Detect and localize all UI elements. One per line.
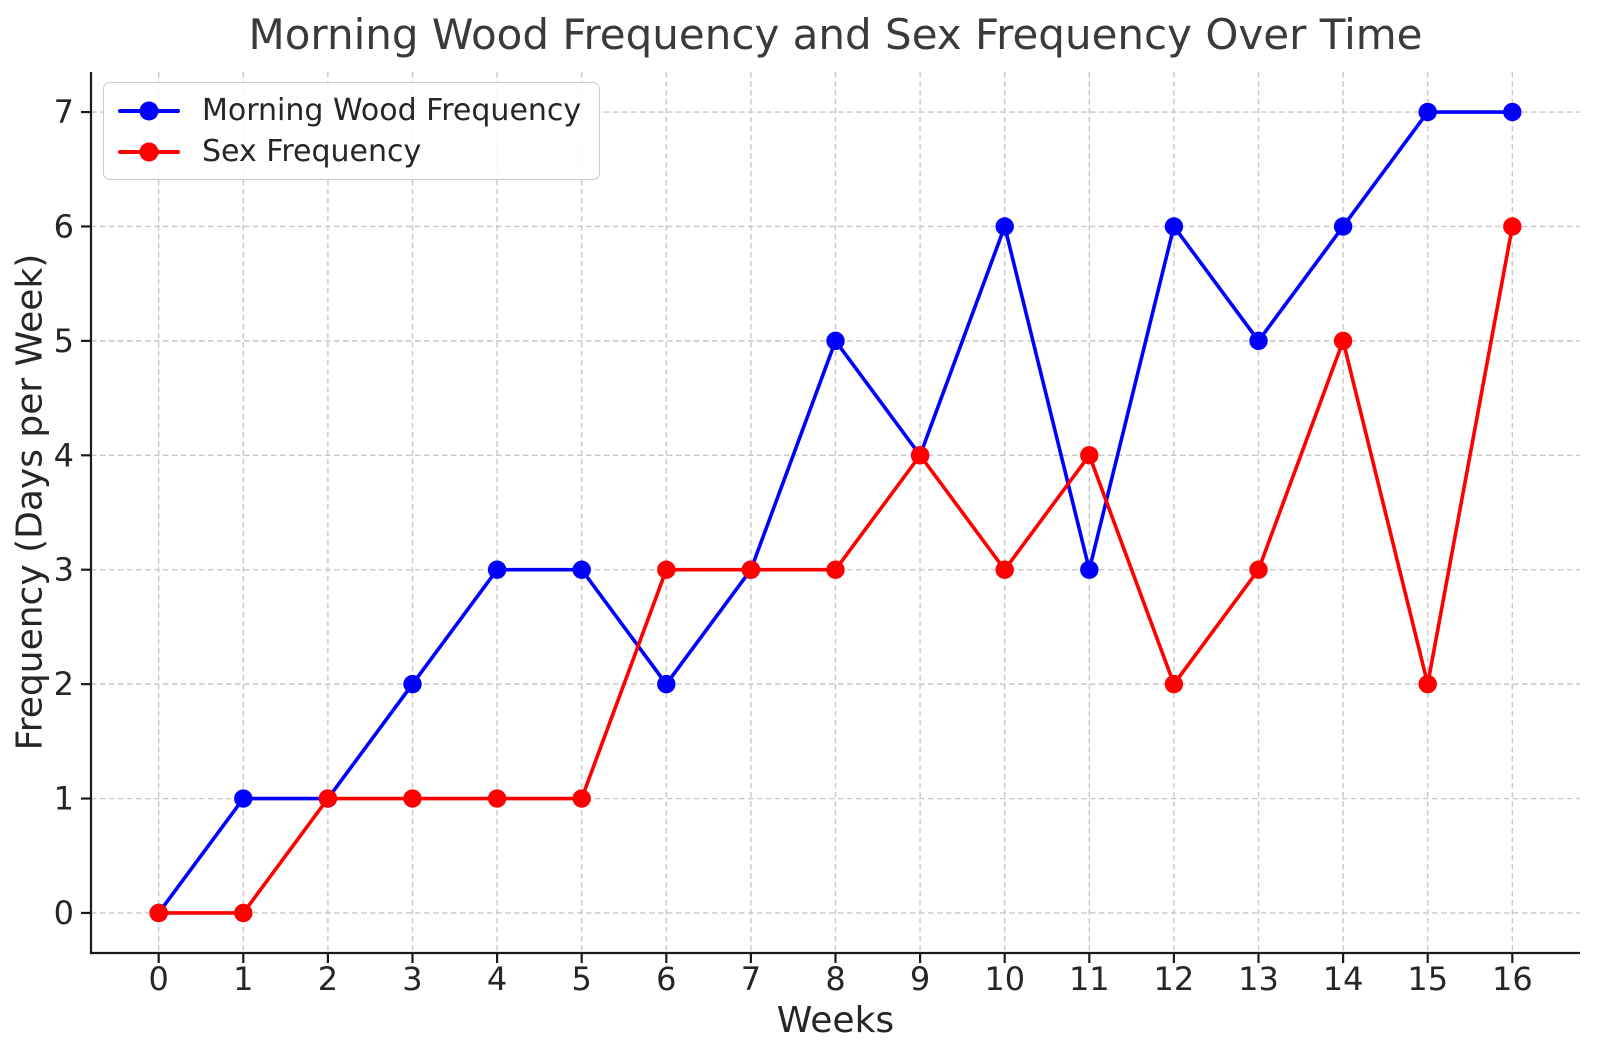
data-point (1503, 102, 1522, 122)
x-tick-label: 7 (741, 960, 761, 998)
y-tick-label: 0 (54, 894, 74, 932)
data-point (995, 560, 1014, 579)
data-point (487, 560, 507, 579)
x-tick-label: 0 (149, 960, 169, 998)
legend-label: Morning Wood Frequency (202, 93, 582, 128)
x-tick-label: 1 (233, 960, 253, 998)
legend-item: Sex Frequency (118, 132, 581, 171)
data-point (826, 560, 845, 579)
data-point (657, 674, 676, 694)
data-point (318, 789, 338, 808)
y-tick-label: 2 (54, 665, 74, 703)
x-tick-label: 13 (1238, 960, 1279, 998)
y-tick-label: 4 (54, 436, 74, 474)
legend-dot (139, 142, 159, 161)
legend-label: Sex Frequency (202, 134, 422, 169)
data-point (1249, 560, 1268, 579)
data-point (1249, 331, 1268, 351)
x-tick-label: 12 (1154, 960, 1195, 998)
legend: Morning Wood Frequency Sex Frequency (103, 82, 601, 180)
legend-item: Morning Wood Frequency (118, 91, 581, 130)
data-point (1080, 560, 1099, 579)
data-point (1080, 446, 1099, 465)
data-point (572, 560, 591, 579)
x-tick-label: 4 (487, 960, 507, 998)
data-point (1333, 331, 1353, 351)
x-tick-label: 2 (318, 960, 338, 998)
data-point (657, 560, 676, 579)
data-point (487, 789, 507, 808)
data-point (1418, 102, 1437, 122)
x-tick-label: 16 (1492, 960, 1533, 998)
data-point (1418, 674, 1437, 694)
x-tick-label: 14 (1323, 960, 1364, 998)
data-point (403, 674, 422, 694)
data-point (572, 789, 591, 808)
y-tick-label: 6 (54, 207, 74, 245)
x-tick-label: 10 (984, 960, 1025, 998)
data-point (1164, 674, 1184, 694)
data-point (826, 331, 845, 351)
y-tick-label: 5 (54, 322, 74, 360)
data-point (234, 789, 253, 808)
data-point (910, 446, 930, 465)
data-point (1333, 217, 1353, 236)
x-tick-label: 15 (1407, 960, 1448, 998)
x-tick-label: 8 (825, 960, 845, 998)
legend-dot (139, 101, 159, 120)
y-tick-label: 3 (54, 551, 74, 589)
data-point (149, 903, 168, 923)
data-point (1164, 217, 1184, 236)
x-tick-label: 9 (910, 960, 930, 998)
legend-line-marker-icon (118, 101, 180, 120)
y-tick-label: 7 (54, 93, 74, 131)
x-tick-label: 6 (656, 960, 676, 998)
x-tick-label: 5 (572, 960, 592, 998)
y-tick-label: 1 (54, 780, 74, 818)
x-tick-label: 3 (402, 960, 422, 998)
data-point (234, 903, 253, 923)
legend-line-marker-icon (118, 142, 180, 161)
chart-title: Morning Wood Frequency and Sex Frequency… (248, 10, 1423, 59)
data-point (741, 560, 761, 579)
x-axis-label: Weeks (776, 1000, 895, 1041)
x-tick-label: 11 (1069, 960, 1110, 998)
data-point (995, 217, 1014, 236)
data-point (403, 789, 422, 808)
data-point (1503, 217, 1522, 236)
